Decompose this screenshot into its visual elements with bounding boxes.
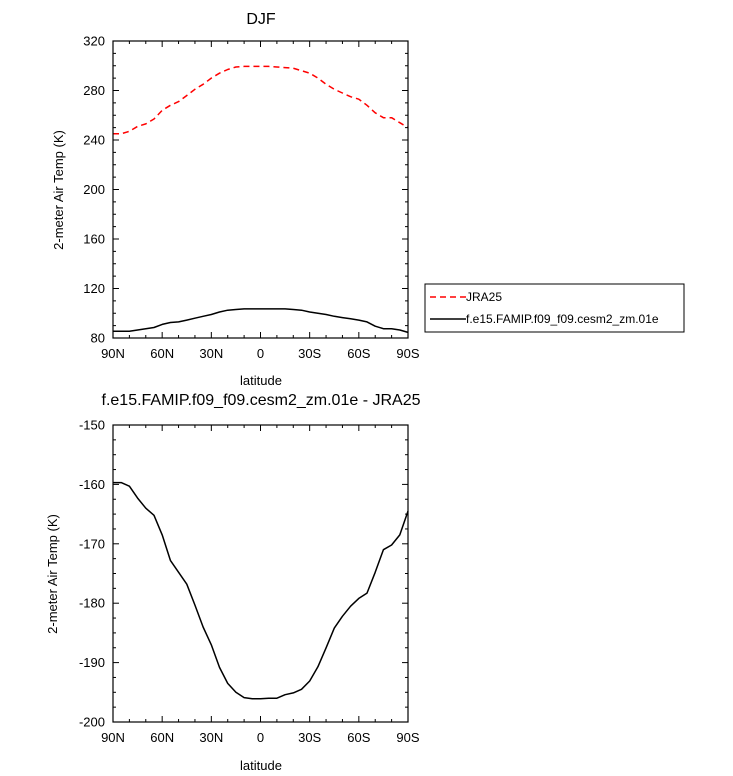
x-tick-label: 0	[257, 346, 264, 361]
chart-title: DJF	[246, 11, 276, 28]
legend-label-jra25: JRA25	[466, 290, 502, 304]
y-tick-label: -190	[79, 655, 105, 670]
chart-title: f.e15.FAMIP.f09_f09.cesm2_zm.01e - JRA25	[102, 392, 421, 409]
y-tick-label: -160	[79, 477, 105, 492]
tick-layer: 90N 60N 30N 0 30S 60S 90S 80 120 160 200 240 280 320	[83, 34, 420, 362]
panel-top: DJF 90N 60N 30N 0 30S 60S 90S 80 120 160 200 240 280…	[51, 11, 420, 388]
series-line-jra25	[113, 65, 409, 135]
x-axis-label: latitude	[240, 373, 282, 388]
x-tick-label: 30N	[199, 730, 223, 745]
panel-bottom: f.e15.FAMIP.f09_f09.cesm2_zm.01e - JRA25…	[45, 392, 421, 773]
y-tick-label: 240	[83, 133, 105, 148]
x-tick-label: 0	[257, 730, 264, 745]
series-line-f-e15-famip-f09-f09-cesm2-zm-01e	[113, 308, 409, 334]
x-tick-label: 60N	[150, 346, 174, 361]
y-tick-label: -170	[79, 536, 105, 551]
x-tick-label: 90N	[101, 346, 125, 361]
y-tick-label: 280	[83, 83, 105, 98]
x-tick-label: 30N	[199, 346, 223, 361]
series-layer	[113, 65, 409, 334]
y-axis-label: 2-meter Air Temp (K)	[45, 514, 60, 634]
x-tick-label: 60N	[150, 730, 174, 745]
x-tick-label: 90S	[396, 730, 419, 745]
series-line-difference	[113, 481, 409, 700]
y-tick-label: 160	[83, 232, 105, 247]
y-tick-label: 200	[83, 182, 105, 197]
y-tick-label: 80	[91, 331, 105, 346]
x-tick-label: 30S	[298, 730, 321, 745]
x-tick-label: 60S	[347, 730, 370, 745]
x-axis-label: latitude	[240, 758, 282, 773]
x-tick-label: 90N	[101, 730, 125, 745]
y-tick-label: 120	[83, 281, 105, 296]
y-tick-label: -200	[79, 715, 105, 730]
legend-box	[424, 283, 685, 333]
plot-frame	[112, 424, 409, 723]
plot-frame	[112, 40, 409, 339]
x-tick-label: 90S	[396, 346, 419, 361]
y-tick-label: -150	[79, 418, 105, 433]
series-layer	[113, 481, 409, 700]
x-tick-label: 30S	[298, 346, 321, 361]
legend-label-cesm2: f.e15.FAMIP.f09_f09.cesm2_zm.01e	[466, 312, 659, 326]
x-tick-label: 60S	[347, 346, 370, 361]
y-tick-label: -180	[79, 596, 105, 611]
tick-layer: 90N 60N 30N 0 30S 60S 90S -200 -190 -180 -170 -160 -…	[79, 418, 420, 746]
legend: JRA25 f.e15.FAMIP.f09_f09.cesm2_zm.01e	[424, 283, 685, 333]
y-tick-label: 320	[83, 34, 105, 49]
y-axis-label: 2-meter Air Temp (K)	[51, 130, 66, 250]
